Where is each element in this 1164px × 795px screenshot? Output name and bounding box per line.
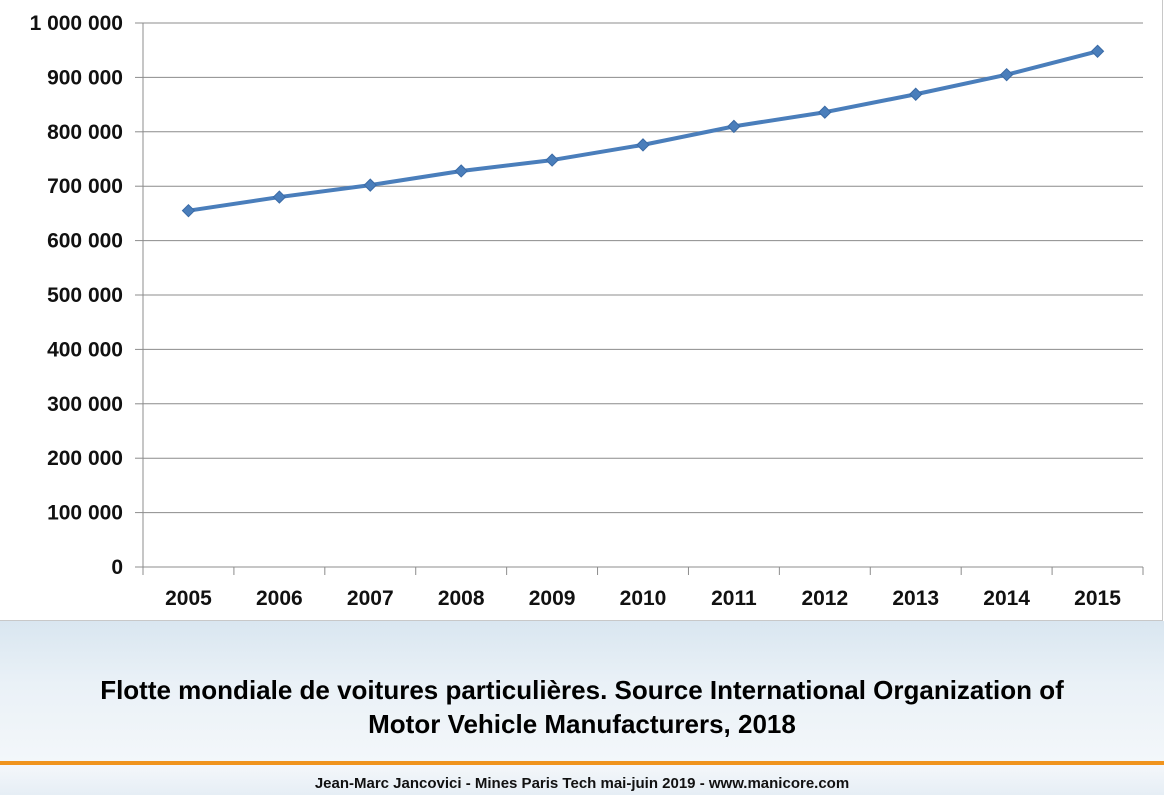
- axes: [135, 22, 1144, 575]
- data-point-marker: [1090, 44, 1105, 58]
- footer-band: Jean-Marc Jancovici - Mines Paris Tech m…: [0, 765, 1164, 795]
- y-tick-label: 1 000 000: [30, 12, 123, 35]
- data-point-marker: [727, 119, 741, 134]
- y-tick-label: 800 000: [47, 121, 123, 144]
- gridlines: [143, 22, 1143, 514]
- x-tick-label: 2008: [438, 587, 485, 610]
- y-tick-labels: 0 100 000 200 000 300 000 400 000 500 000 600 …: [30, 12, 123, 579]
- data-point-marker: [454, 164, 468, 178]
- data-point-marker: [181, 203, 196, 218]
- caption-line-2: Motor Vehicle Manufacturers, 2018: [368, 709, 796, 739]
- caption-line-1: Flotte mondiale de voitures particulière…: [100, 675, 1064, 705]
- caption-band: Flotte mondiale de voitures particulière…: [0, 621, 1164, 761]
- accent-divider: [0, 761, 1164, 765]
- data-point-marker: [909, 87, 923, 101]
- chart-panel: 0 100 000 200 000 300 000 400 000 500 000 600 …: [0, 0, 1163, 621]
- y-tick-label: 900 000: [47, 66, 123, 89]
- chart-caption: Flotte mondiale de voitures particulière…: [20, 673, 1144, 741]
- y-tick-label: 100 000: [47, 502, 123, 525]
- x-tick-label: 2005: [165, 587, 212, 610]
- line-chart: 0 100 000 200 000 300 000 400 000 500 000 600 …: [30, 12, 1144, 610]
- y-tick-label: 600 000: [47, 230, 123, 253]
- x-tick-label: 2006: [256, 587, 303, 610]
- y-tick-label: 400 000: [47, 338, 123, 361]
- y-tick-label: 0: [111, 556, 123, 579]
- x-tick-labels: 2005 2006 2007 2008 2009 2010 2011 2012 2013 2014…: [165, 587, 1121, 610]
- y-tick-label: 300 000: [47, 393, 123, 416]
- footer-credit: Jean-Marc Jancovici - Mines Paris Tech m…: [314, 775, 850, 792]
- x-tick-label: 2012: [801, 587, 848, 610]
- series-line: [186, 49, 1100, 213]
- data-point-marker: [363, 178, 377, 192]
- data-point-marker: [545, 153, 559, 167]
- data-point-marker: [818, 105, 832, 119]
- x-tick-label: 2013: [892, 587, 939, 610]
- data-series: [181, 44, 1105, 218]
- data-point-marker: [636, 138, 650, 152]
- data-point-marker: [999, 67, 1014, 82]
- x-tick-label: 2015: [1074, 587, 1121, 610]
- x-tick-label: 2011: [711, 587, 757, 610]
- x-tick-label: 2014: [983, 587, 1030, 610]
- y-tick-label: 700 000: [47, 175, 123, 198]
- x-tick-label: 2007: [347, 587, 394, 610]
- x-tick-label: 2009: [529, 587, 576, 610]
- data-point-marker: [272, 190, 287, 204]
- x-tick-label: 2010: [620, 587, 667, 610]
- y-tick-label: 200 000: [47, 447, 123, 470]
- y-tick-label: 500 000: [47, 284, 123, 307]
